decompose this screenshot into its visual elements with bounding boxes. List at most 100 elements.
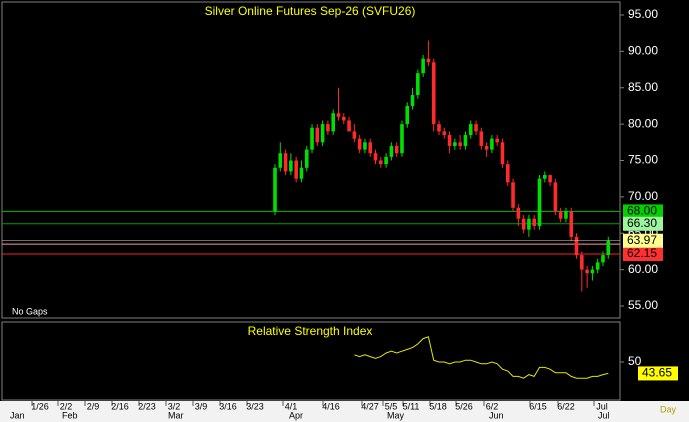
last-price-label-bg (623, 233, 663, 248)
month-label: May (387, 410, 405, 420)
candle-body (453, 142, 457, 146)
candle-body (421, 58, 425, 74)
candle-body (580, 255, 584, 270)
candle-body (437, 124, 441, 132)
candle-body (564, 211, 568, 219)
candle-body (389, 145, 394, 157)
candle-body (405, 105, 410, 125)
candle-body (484, 145, 489, 150)
candle-body (426, 58, 431, 63)
y-tick-label: 80.00 (628, 116, 658, 130)
candle-body (585, 269, 589, 274)
y-tick-label: 95.00 (628, 7, 658, 21)
x-tick-label: 4/27 (361, 401, 379, 411)
x-tick-label: 3/9 (195, 401, 208, 411)
candle-body (341, 116, 346, 121)
candle-body (310, 127, 314, 150)
x-tick-label: 6/15 (529, 401, 547, 411)
x-tick-label: 4/16 (322, 401, 340, 411)
x-unit: Day (660, 404, 677, 414)
candle-body (368, 142, 373, 154)
candle-body (299, 167, 304, 179)
candle-body (479, 131, 484, 146)
candle-body (490, 138, 494, 150)
y-tick-label: 60.00 (628, 262, 658, 276)
candle-body (379, 160, 383, 165)
candle-body (595, 262, 600, 270)
candle-body (347, 120, 351, 132)
y-tick-label: 70.00 (628, 189, 658, 203)
price-line-label-bg (623, 246, 663, 261)
month-label: Feb (62, 410, 78, 420)
candle-body (537, 178, 542, 226)
candle-body (495, 138, 499, 143)
candle-body (304, 149, 309, 168)
candle-body (606, 240, 611, 256)
candle-body (447, 135, 452, 146)
price-line-label-bg (623, 204, 663, 219)
month-label: Jan (10, 410, 25, 420)
y-tick-label: 85.00 (628, 80, 658, 94)
candle-body (500, 142, 505, 165)
candle-body (569, 211, 574, 237)
rsi-title: Relative Strength Index (248, 324, 373, 338)
no-gaps-note: No Gaps (12, 306, 48, 316)
x-tick-label: Jul (596, 401, 608, 411)
candle-body (326, 124, 330, 132)
candle-body (283, 153, 288, 172)
candle-body (532, 218, 537, 226)
y-tick-label: 90.00 (628, 44, 658, 58)
candle-body (458, 142, 462, 146)
x-tick-label: 4/1 (285, 401, 298, 411)
candle-body (278, 153, 283, 168)
price-line-label: 68.00 (627, 204, 657, 218)
candle-body (590, 269, 595, 274)
candle-body (527, 218, 531, 230)
x-tick-label: 2/2 (60, 401, 73, 411)
rsi-last-label: 43.65 (642, 366, 672, 380)
rsi-last-label-bg (638, 366, 678, 381)
x-tick-label: 2/16 (111, 401, 129, 411)
price-line-label: 66.30 (627, 216, 657, 230)
candle-body (548, 175, 552, 183)
candle-body (574, 236, 579, 256)
rsi-panel (1, 321, 621, 401)
rsi-tick-label: 50 (628, 354, 642, 368)
candle-body (516, 207, 521, 219)
candle-body (511, 182, 515, 208)
month-label: Apr (289, 410, 303, 420)
candle-body (331, 113, 335, 132)
last-price-label: 63.97 (627, 233, 657, 247)
candle-body (394, 145, 399, 154)
candle-body (294, 160, 298, 179)
month-label: Jun (489, 410, 504, 420)
x-tick-label: 2/23 (138, 401, 156, 411)
candle-body (505, 164, 510, 183)
x-tick-label: 6/22 (557, 401, 575, 411)
y-tick-label: 55.00 (628, 298, 658, 312)
candle-body (373, 153, 378, 161)
month-label: Jul (598, 410, 610, 420)
candle-body (273, 167, 277, 212)
y-tick-label: 75.00 (628, 153, 658, 167)
x-tick-label: 5/5 (385, 401, 398, 411)
rsi-line (354, 336, 609, 379)
candle-body (336, 113, 341, 117)
candle-body (553, 182, 558, 212)
candle-body (463, 135, 468, 146)
date-strip (0, 401, 689, 422)
x-tick-label: 5/11 (403, 401, 420, 411)
month-label: Mar (168, 410, 184, 420)
x-tick-label: 3/23 (246, 401, 264, 411)
candle-body (558, 211, 563, 219)
candle-body (474, 124, 478, 132)
candle-body (357, 138, 362, 150)
candle-body (400, 124, 404, 154)
candle-body (352, 131, 357, 139)
candle-body (315, 127, 320, 143)
price-line-label-bg (623, 216, 663, 231)
candle-body (384, 156, 388, 165)
candle-body (410, 95, 415, 106)
x-tick-label: 1/26 (31, 401, 49, 411)
x-tick-label: 3/16 (219, 401, 237, 411)
